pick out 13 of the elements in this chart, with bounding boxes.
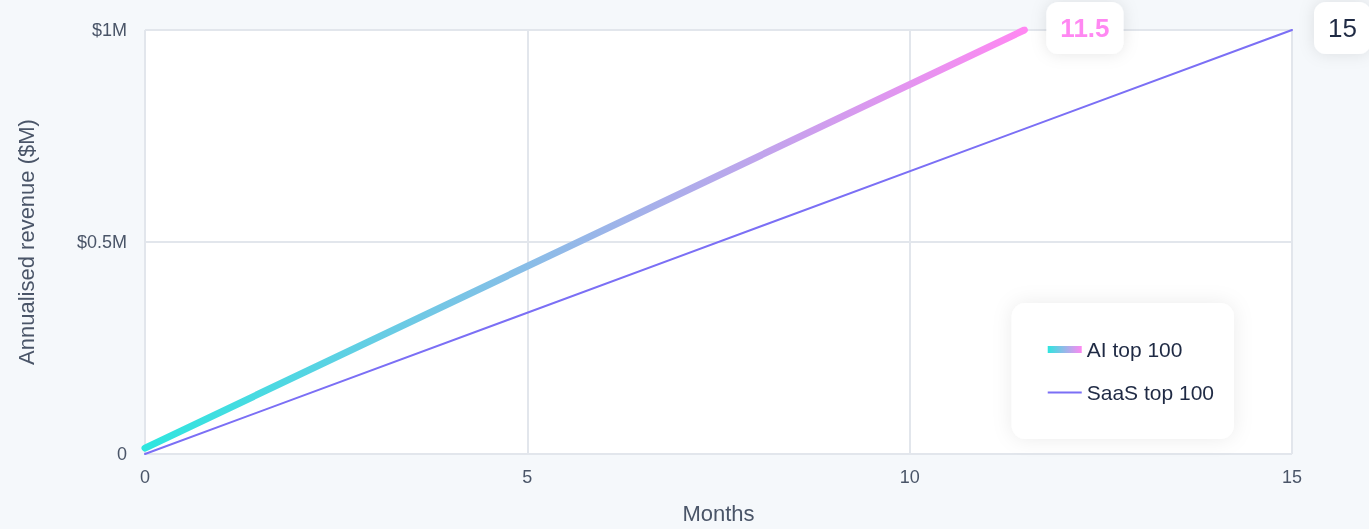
x-tick-label: 15 bbox=[1281, 467, 1303, 487]
y-tick-label: $0.5M bbox=[76, 232, 127, 252]
y-axis-title: Annualised revenue ($M) bbox=[13, 119, 39, 365]
legend-label: AI top 100 bbox=[1086, 338, 1183, 361]
x-axis-title: Months bbox=[682, 500, 755, 526]
y-tick-label: $1M bbox=[91, 20, 127, 40]
y-tick-label: 0 bbox=[116, 444, 127, 464]
annotation: 11.5 bbox=[1060, 13, 1110, 43]
legend-label: SaaS top 100 bbox=[1086, 381, 1215, 404]
x-tick-label: 10 bbox=[899, 467, 920, 487]
x-tick-label: 5 bbox=[522, 467, 533, 487]
annotation: 15 bbox=[1328, 13, 1357, 43]
x-tick-label: 0 bbox=[139, 467, 151, 487]
